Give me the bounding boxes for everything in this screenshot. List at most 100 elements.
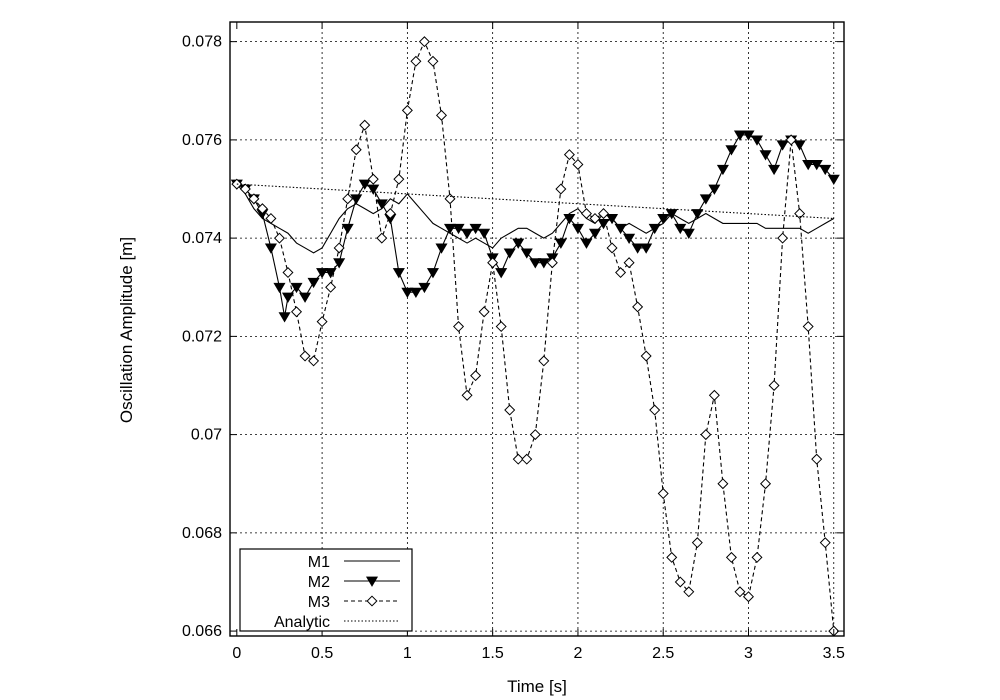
data-point — [256, 203, 268, 215]
data-point — [264, 243, 277, 254]
data-point — [435, 243, 448, 254]
data-point — [282, 267, 294, 279]
data-point — [708, 389, 720, 401]
data-point — [598, 208, 610, 220]
legend-box — [239, 548, 413, 632]
data-point — [554, 238, 567, 249]
series-analytic — [236, 183, 834, 220]
data-point — [580, 208, 592, 220]
legend-label: M2 — [308, 574, 330, 591]
data-point — [657, 214, 670, 225]
x-tick-label: 3.5 — [823, 645, 845, 662]
legend-label: Analytic — [274, 614, 330, 631]
data-point — [325, 281, 337, 293]
data-point — [623, 233, 636, 244]
data-point — [316, 316, 328, 328]
data-point — [777, 232, 789, 244]
data-point — [572, 158, 584, 170]
y-axis-title: Oscillation Amplitude [m] — [117, 237, 136, 423]
x-tick-label: 2 — [573, 645, 582, 662]
data-point — [665, 209, 678, 220]
data-point — [802, 321, 814, 333]
data-point — [239, 183, 251, 195]
grid-lines — [230, 22, 844, 636]
data-point — [512, 453, 524, 465]
data-point — [785, 134, 797, 146]
y-tick-label: 0.072 — [182, 328, 222, 345]
data-point — [365, 576, 379, 587]
data-point — [580, 238, 593, 249]
data-point — [649, 404, 661, 416]
data-point — [827, 174, 840, 186]
data-point — [453, 321, 465, 333]
legend: M1 M2 M3 Analytic — [239, 548, 413, 632]
data-point — [725, 145, 738, 156]
data-point — [426, 268, 439, 279]
data-point — [674, 576, 686, 588]
data-point — [589, 212, 601, 224]
data-point — [529, 429, 541, 441]
data-point — [588, 228, 602, 240]
data-point — [478, 306, 490, 318]
data-point — [350, 144, 362, 156]
data-point — [512, 238, 525, 249]
data-point — [640, 350, 652, 362]
data-point — [537, 258, 550, 269]
data-point — [384, 208, 396, 220]
data-point — [751, 551, 763, 563]
data-point — [716, 164, 729, 176]
data-point — [418, 36, 430, 48]
data-point — [307, 277, 320, 289]
data-point — [623, 257, 635, 269]
data-point — [495, 268, 508, 279]
x-tick-label: 1 — [403, 645, 412, 662]
data-point — [367, 184, 380, 195]
data-point — [538, 355, 550, 367]
data-point — [418, 282, 431, 294]
data-point — [699, 194, 712, 205]
data-point — [291, 306, 303, 318]
data-point — [410, 55, 422, 67]
data-point — [478, 228, 491, 240]
data-point — [392, 268, 405, 279]
series-line — [236, 183, 834, 220]
data-point — [409, 287, 422, 298]
data-point — [632, 301, 644, 313]
data-point — [401, 104, 413, 116]
data-point — [631, 243, 644, 254]
data-point — [691, 209, 704, 220]
y-tick-label: 0.066 — [182, 623, 222, 640]
data-point — [333, 242, 345, 254]
data-point — [768, 379, 780, 391]
data-point — [614, 223, 627, 235]
data-point — [666, 551, 678, 563]
data-point — [281, 292, 295, 303]
data-point — [316, 268, 329, 279]
data-point — [503, 248, 516, 259]
y-tick-label: 0.07 — [191, 427, 222, 444]
data-point — [359, 119, 371, 131]
data-point — [760, 478, 772, 490]
data-point — [691, 537, 703, 549]
series-line — [236, 183, 835, 254]
series-m1 — [236, 183, 835, 254]
data-point — [278, 312, 291, 323]
data-point — [521, 453, 533, 465]
y-tick-label: 0.068 — [182, 525, 222, 542]
axis-ticks: 0 0.5 1 1.5 2 2.5 3 3.5 0.066 0.068 0.07 0.072 0.074… — [182, 22, 845, 662]
data-point — [504, 404, 516, 416]
data-point — [700, 429, 712, 441]
data-point — [794, 208, 806, 220]
data-point — [299, 292, 312, 303]
data-point — [290, 282, 303, 294]
data-point — [819, 164, 832, 176]
data-point — [375, 199, 388, 210]
data-point — [342, 193, 354, 205]
data-point — [299, 350, 311, 362]
data-point — [341, 223, 354, 235]
data-point — [733, 130, 746, 141]
data-point — [435, 109, 447, 121]
x-tick-label: 0.5 — [311, 645, 333, 662]
data-point — [443, 223, 457, 235]
